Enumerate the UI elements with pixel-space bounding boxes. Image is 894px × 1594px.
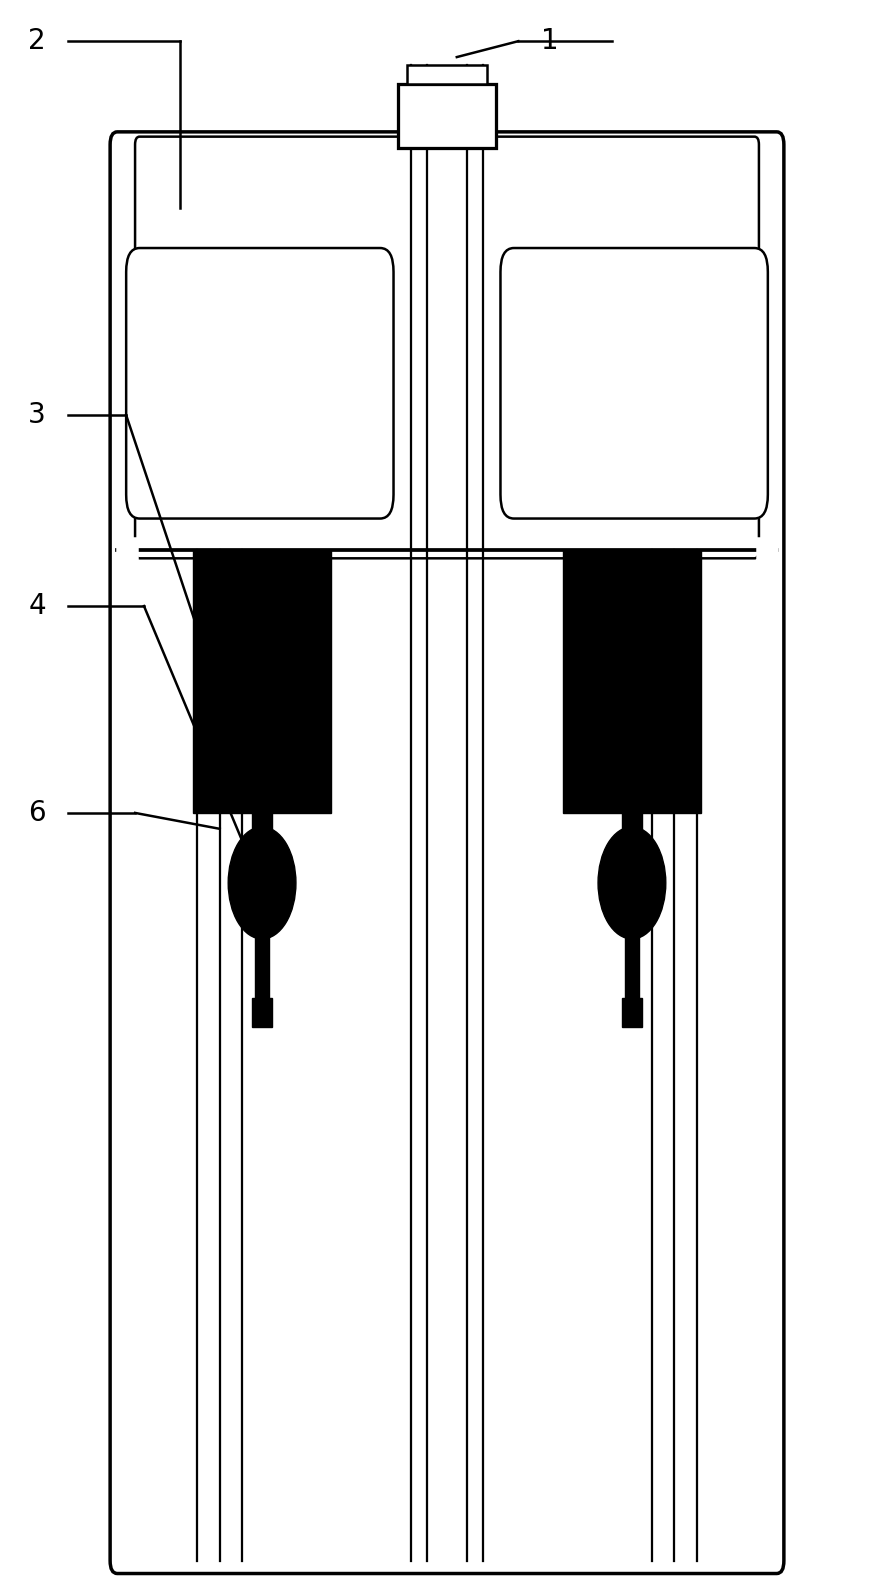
Ellipse shape xyxy=(228,827,296,939)
Bar xyxy=(252,808,272,848)
Bar xyxy=(255,910,269,998)
Text: 3: 3 xyxy=(29,402,46,429)
Bar xyxy=(193,550,331,813)
Bar xyxy=(407,65,487,84)
Bar xyxy=(622,998,642,1027)
Bar xyxy=(757,537,777,561)
Bar xyxy=(252,998,272,1027)
Bar xyxy=(117,537,137,561)
Text: 2: 2 xyxy=(29,27,46,56)
Text: 1: 1 xyxy=(541,27,559,56)
Bar xyxy=(398,84,496,148)
Text: 6: 6 xyxy=(29,799,46,827)
Bar xyxy=(563,550,701,813)
Text: 4: 4 xyxy=(29,591,46,620)
FancyBboxPatch shape xyxy=(135,137,759,558)
FancyBboxPatch shape xyxy=(501,249,768,518)
FancyBboxPatch shape xyxy=(110,132,784,1573)
FancyBboxPatch shape xyxy=(126,249,393,518)
Ellipse shape xyxy=(598,827,666,939)
Bar xyxy=(622,808,642,848)
Bar xyxy=(625,910,639,998)
